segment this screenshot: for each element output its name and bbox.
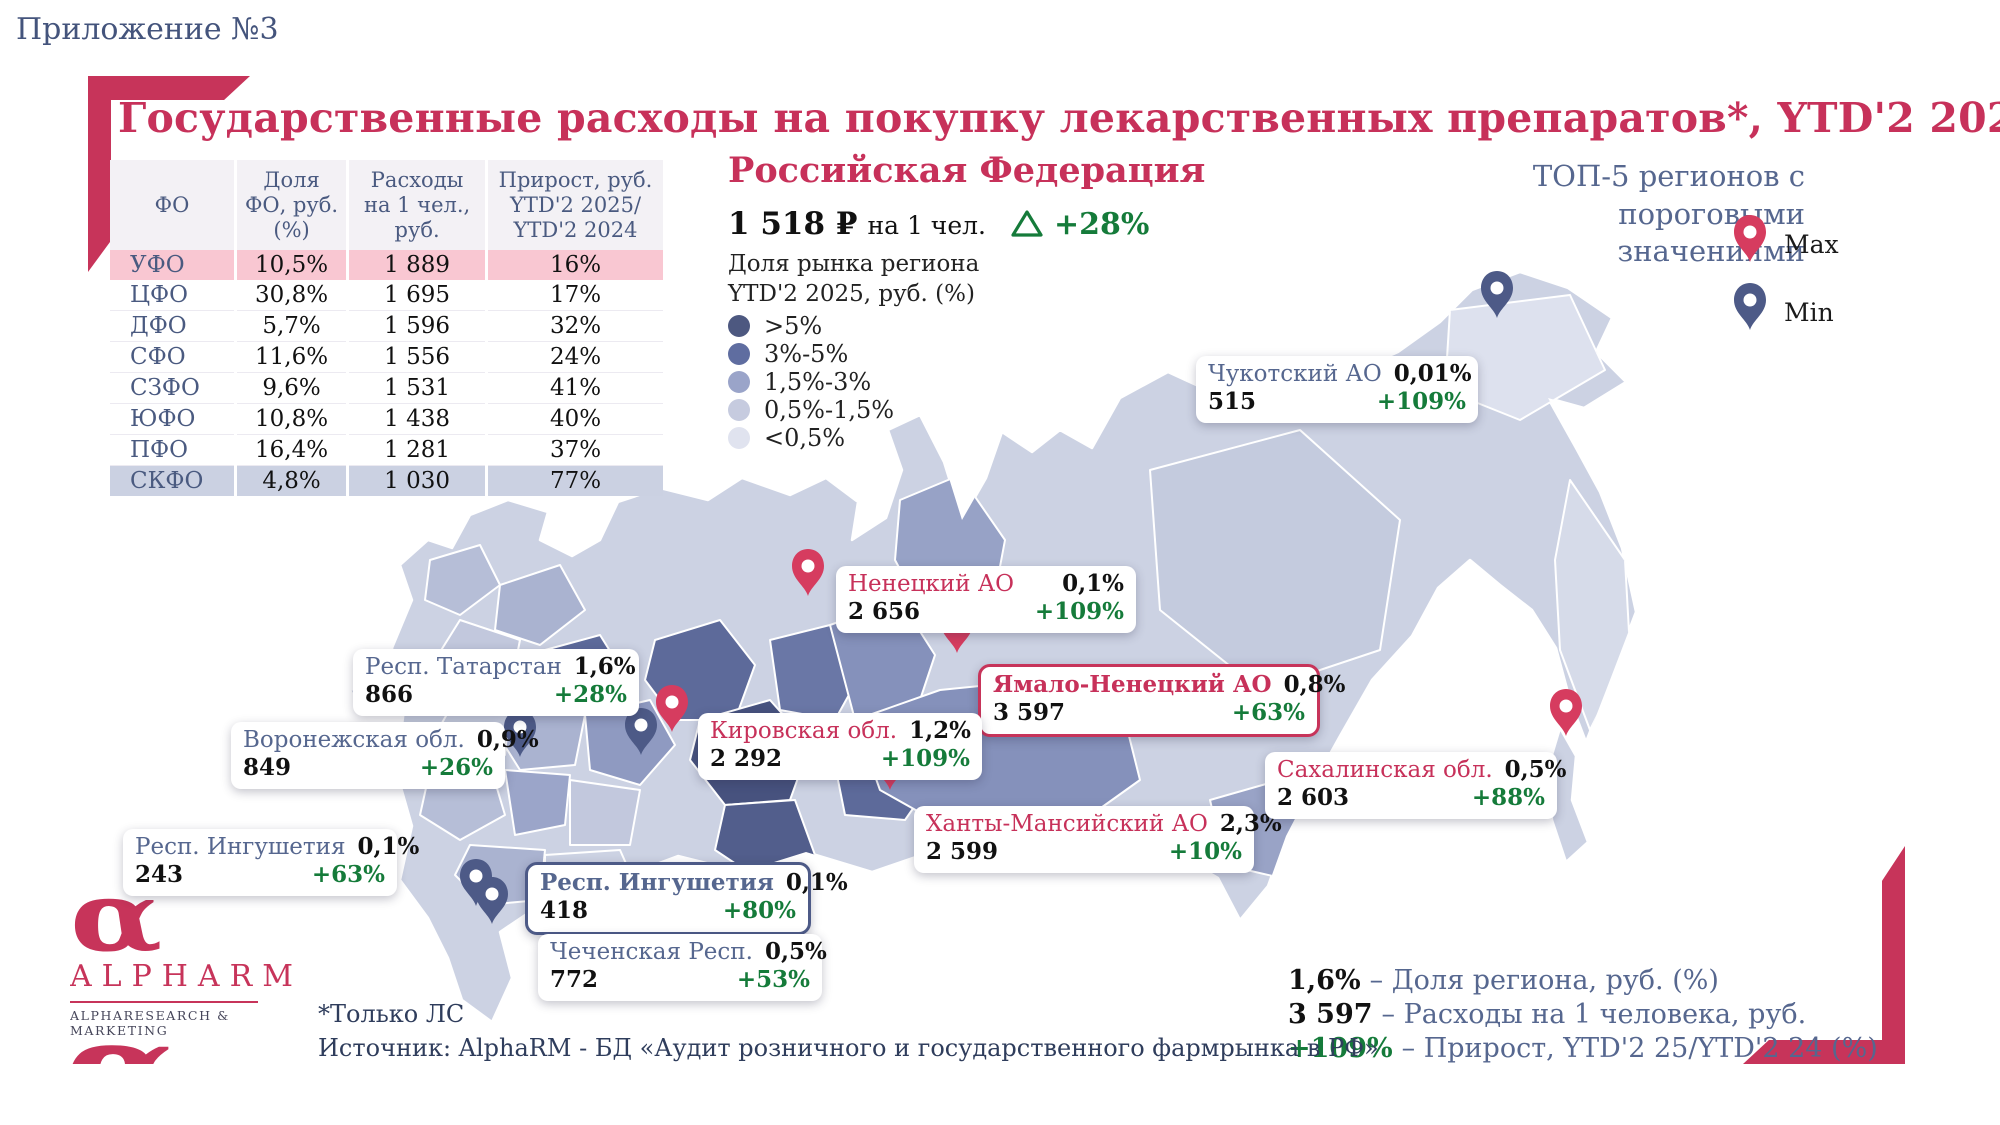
legend-swatch — [728, 343, 750, 365]
rf-per-capita-unit: на 1 чел. — [867, 211, 986, 240]
top-left-bracket-vertical — [88, 76, 111, 272]
rf-title: Российская Федерация — [728, 150, 1206, 191]
map-pin-sakhalin — [1550, 689, 1582, 736]
col-header-per-capita: Расходы на 1 чел., руб. — [346, 160, 487, 251]
table-row: СЗФО 9,6% 1 531 41% — [110, 372, 663, 405]
callout-ingushetia-b: Респ. Ингушетия 0,1% 418 +80% — [525, 862, 848, 936]
col-header-growth: Прирост, руб. YTD'2 2025/ YTD'2 2024 — [485, 160, 663, 251]
table-row: ДФО 5,7% 1 596 32% — [110, 310, 663, 343]
map-pin-nenetsky — [792, 549, 824, 596]
table-row: ЮФО 10,8% 1 438 40% — [110, 403, 663, 436]
legend-item: 1,5%-3% — [728, 368, 894, 396]
table-row: ПФО 16,4% 1 281 37% — [110, 434, 663, 467]
legend-swatch — [728, 399, 750, 421]
callout-voronezh: Воронежская обл. 0,9% 849 +26% — [231, 722, 539, 790]
map-legend-title: Доля рынка региона YTD'2 2025, руб. (%) — [728, 251, 980, 307]
callout-tatarstan: Респ. Татарстан 1,6% 866 +28% — [353, 649, 639, 717]
source-note: Источник: AlphaRM - БД «Аудит розничного… — [318, 1034, 1379, 1062]
legend-swatch — [728, 427, 750, 449]
table-row: СФО 11,6% 1 556 24% — [110, 341, 663, 374]
format-line-growth: +109% – Прирост, YTD'2 25/YTD'2 24 (%) — [1288, 1033, 1878, 1065]
callout-chukotka: Чукотский АО 0,01% 515 +109% — [1196, 356, 1478, 424]
fo-table-header-row: ФО Доля ФО, руб. (%) Расходы на 1 чел., … — [110, 160, 663, 251]
min-pin-icon — [1734, 283, 1766, 330]
rf-per-capita-value: 1 518 ₽ — [728, 206, 858, 242]
legend-swatch — [728, 371, 750, 393]
legend-item: 3%-5% — [728, 340, 894, 368]
fo-table: ФО Доля ФО, руб. (%) Расходы на 1 чел., … — [110, 160, 663, 497]
page-label: Приложение №3 — [16, 12, 279, 47]
growth-triangle-icon — [1011, 210, 1043, 237]
format-line-per-capita: 3 597– Расходы на 1 человека, руб. — [1288, 999, 1807, 1031]
map-legend: >5% 3%-5% 1,5%-3% 0,5%-1,5% <0,5% — [728, 312, 894, 452]
callout-sakhalin: Сахалинская обл. 0,5% 2 603 +88% — [1265, 752, 1567, 820]
bottom-right-bracket-horizontal — [1743, 1040, 1905, 1064]
alpharm-logo: α ALPHARM ALPHARESEARCH & MARKETING α — [70, 882, 320, 1064]
rf-summary: 1 518 ₽ на 1 чел. +28% — [728, 204, 1149, 242]
map-pin-ingushetia-2 — [476, 877, 508, 924]
callout-yamal: Ямало-Ненецкий АО 0,8% 3 597 +63% — [978, 664, 1345, 738]
legend-item: 0,5%-1,5% — [728, 396, 894, 424]
format-line-share: 1,6% – Доля региона, руб. (%) — [1288, 965, 1719, 996]
map-pin-tatarstan — [625, 708, 657, 755]
legend-item: >5% — [728, 312, 894, 340]
table-row: ЦФО 30,8% 1 695 17% — [110, 280, 663, 312]
footnote: *Только ЛС — [318, 1000, 465, 1028]
top-left-bracket-horizontal — [88, 76, 250, 100]
page-title: Государственные расходы на покупку лекар… — [118, 94, 2000, 142]
top5-title: ТОП-5 регионов с пороговыми значениями — [1532, 159, 1805, 269]
rf-growth-value: +28% — [1053, 207, 1150, 242]
min-label: Min — [1784, 298, 1834, 327]
legend-item: <0,5% — [728, 424, 894, 452]
map-pin-ingushetia-1 — [460, 859, 492, 906]
callout-khanty: Ханты-Мансийский АО 2,3% 2 599 +10% — [914, 806, 1282, 874]
alpharm-wordmark: ALPHARM — [70, 959, 303, 995]
legend-swatch — [728, 315, 750, 337]
bottom-right-bracket-vertical — [1882, 846, 1905, 1064]
map-pin-chukotka — [1481, 271, 1513, 318]
callout-format-legend: 1,6% – Доля региона, руб. (%) 3 597– Расх… — [1288, 964, 1878, 1066]
callout-chechnya: Чеченская Респ. 0,5% 772 +53% — [538, 934, 827, 1002]
table-row: УФО 10,5% 1 889 16% — [110, 250, 663, 281]
col-header-fo: ФО — [110, 160, 236, 251]
callout-kirov: Кировская обл. 1,2% 2 292 +109% — [698, 713, 982, 781]
callout-ingushetia-a: Респ. Ингушетия 0,1% 243 +63% — [123, 829, 419, 897]
map-pin-kirov — [656, 685, 688, 732]
max-label: Max — [1784, 230, 1839, 259]
max-pin-icon — [1734, 215, 1766, 262]
logo-divider — [70, 1001, 258, 1004]
col-header-share: Доля ФО, руб. (%) — [233, 160, 348, 251]
alpharm-alpha-glyph-partial: α — [70, 1008, 179, 1065]
alpharm-tagline: ALPHARESEARCH & MARKETING — [70, 1008, 230, 1039]
map-pin-voronezh — [504, 710, 536, 757]
callout-nenetsky: Ненецкий АО 0,1% 2 656 +109% — [836, 566, 1136, 634]
table-row: СКФО 4,8% 1 030 77% — [110, 465, 663, 497]
